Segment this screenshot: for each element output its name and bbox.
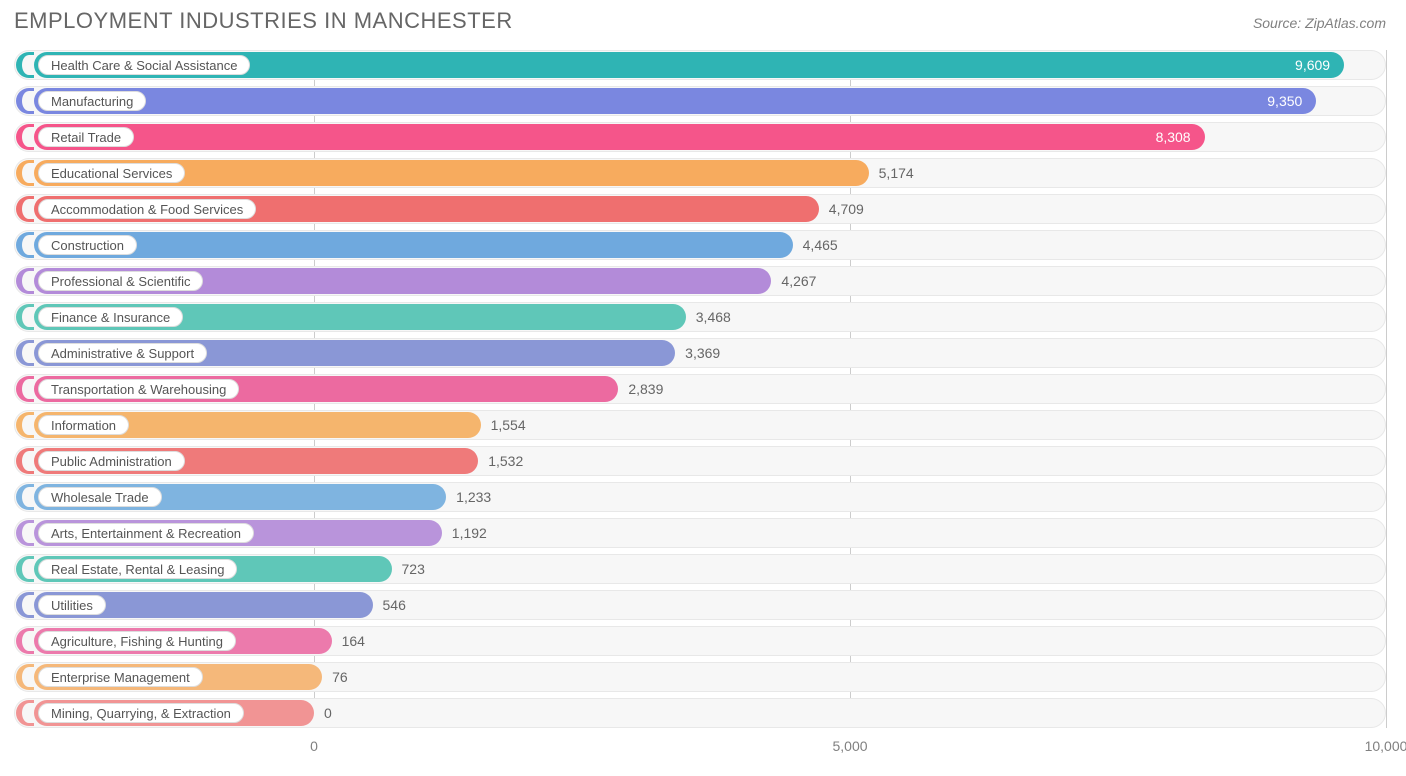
bar-row: Retail Trade8,308 [14,122,1386,152]
axis-tick-label: 0 [310,738,318,754]
bar-row: Wholesale Trade 1,233 [14,482,1386,512]
bar-category-label: Finance & Insurance [38,307,183,327]
bar-value-label: 1,532 [478,446,523,476]
bar-row: Enterprise Management 76 [14,662,1386,692]
bar-value-label: 4,465 [793,230,838,260]
bar-row: Finance & Insurance 3,468 [14,302,1386,332]
axis-tick-label: 10,000 [1365,738,1406,754]
bar-category-label: Accommodation & Food Services [38,199,256,219]
bar-category-label: Utilities [38,595,106,615]
bar-row: Information 1,554 [14,410,1386,440]
bar-value-label: 9,350 [34,86,1316,116]
chart-area: Health Care & Social Assistance9,609 Manu… [0,38,1406,764]
bar-value-label: 0 [314,698,332,728]
bar-category-label: Real Estate, Rental & Leasing [38,559,237,579]
bar-row: Health Care & Social Assistance9,609 [14,50,1386,80]
bar-category-label: Professional & Scientific [38,271,203,291]
bar-value-label: 1,554 [481,410,526,440]
axis-tick-label: 5,000 [832,738,867,754]
bar-category-label: Enterprise Management [38,667,203,687]
bar-category-label: Construction [38,235,137,255]
bar-row: Real Estate, Rental & Leasing 723 [14,554,1386,584]
bar-category-label: Transportation & Warehousing [38,379,239,399]
bar-value-label: 3,369 [675,338,720,368]
bar-value-label: 4,709 [819,194,864,224]
gridline [1386,50,1387,728]
bar-category-label: Health Care & Social Assistance [38,55,250,75]
bar-row: Construction 4,465 [14,230,1386,260]
bar-row: Public Administration 1,532 [14,446,1386,476]
bar-row: Mining, Quarrying, & Extraction 0 [14,698,1386,728]
bar-value-label: 1,192 [442,518,487,548]
bar-category-label: Retail Trade [38,127,134,147]
bar-category-label: Agriculture, Fishing & Hunting [38,631,236,651]
bar-category-label: Educational Services [38,163,185,183]
bar-value-label: 5,174 [869,158,914,188]
bar-value-label: 2,839 [618,374,663,404]
bar-value-label: 76 [322,662,348,692]
bar-category-label: Manufacturing [38,91,146,111]
bar-category-label: Information [38,415,129,435]
bar-category-label: Arts, Entertainment & Recreation [38,523,254,543]
chart-title: EMPLOYMENT INDUSTRIES IN MANCHESTER [14,8,513,34]
bar-row: Accommodation & Food Services 4,709 [14,194,1386,224]
bar-value-label: 1,233 [446,482,491,512]
bar-category-label: Administrative & Support [38,343,207,363]
bar-row: Manufacturing9,350 [14,86,1386,116]
bar-value-label: 4,267 [771,266,816,296]
bar-category-label: Public Administration [38,451,185,471]
bar-row: Professional & Scientific 4,267 [14,266,1386,296]
bar-row: Administrative & Support 3,369 [14,338,1386,368]
chart-header: EMPLOYMENT INDUSTRIES IN MANCHESTER Sour… [0,0,1406,38]
chart-source: Source: ZipAtlas.com [1253,15,1386,31]
bar-fill [34,232,793,258]
bar-value-label: 164 [332,626,365,656]
bar-row: Arts, Entertainment & Recreation 1,192 [14,518,1386,548]
x-axis: 05,00010,000 [14,734,1386,764]
bar-category-label: Mining, Quarrying, & Extraction [38,703,244,723]
bar-category-label: Wholesale Trade [38,487,162,507]
bar-row: Transportation & Warehousing 2,839 [14,374,1386,404]
bar-value-label: 723 [392,554,425,584]
bar-row: Utilities 546 [14,590,1386,620]
bar-value-label: 8,308 [34,122,1205,152]
bar-row: Educational Services 5,174 [14,158,1386,188]
bar-row: Agriculture, Fishing & Hunting 164 [14,626,1386,656]
bar-value-label: 546 [373,590,406,620]
bars-container: Health Care & Social Assistance9,609 Manu… [14,50,1386,728]
bar-value-label: 3,468 [686,302,731,332]
